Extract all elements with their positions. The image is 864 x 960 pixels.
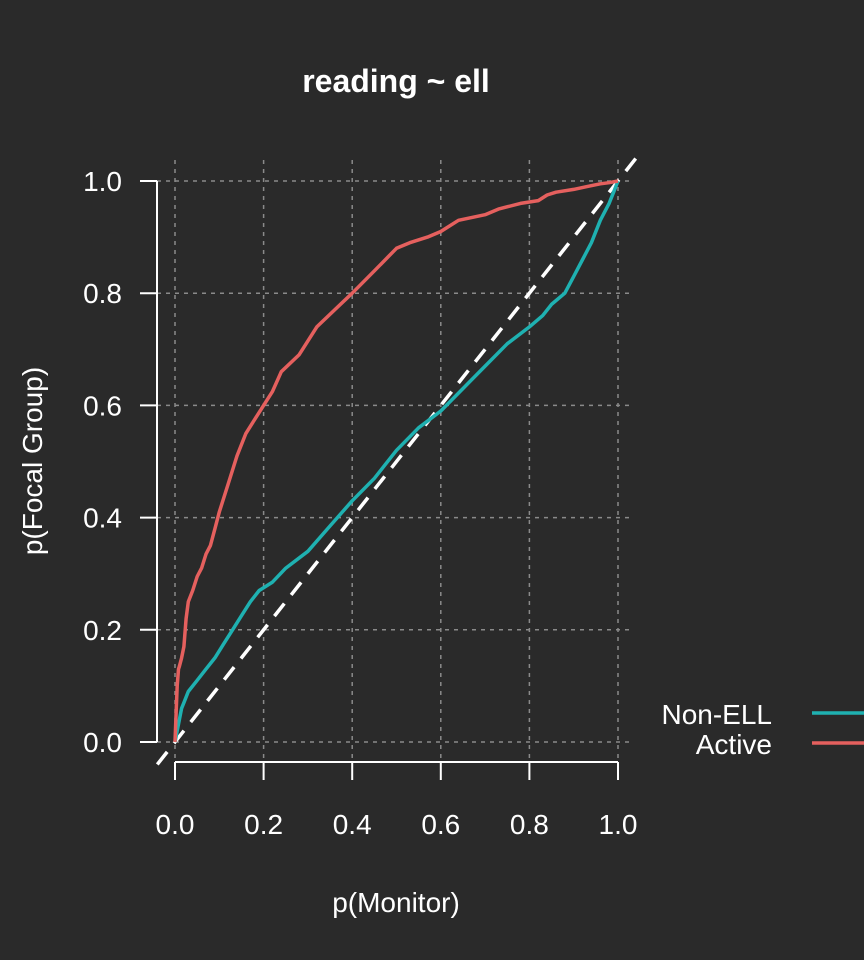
- x-tick-label: 1.0: [599, 809, 638, 840]
- x-axis-label: p(Monitor): [332, 887, 460, 918]
- reference-line: [155, 157, 638, 766]
- y-tick-label: 0.0: [83, 727, 122, 758]
- axes: 0.0 0.2 0.4 0.6 0.8 1.0 0.0 0.2 0.4 0.6 0.8 1.0: [83, 166, 637, 840]
- x-tick-label: 0.6: [421, 809, 460, 840]
- y-tick-label: 1.0: [83, 166, 122, 197]
- legend-label: Non-ELL: [661, 699, 772, 730]
- legend-label: Active: [696, 729, 772, 760]
- y-tick-label: 0.6: [83, 390, 122, 421]
- x-tick-label: 0.4: [333, 809, 372, 840]
- chart-title: reading ~ ell: [302, 63, 490, 99]
- y-tick-label: 0.4: [83, 503, 122, 534]
- x-tick-label: 0.2: [244, 809, 283, 840]
- y-tick-label: 0.2: [83, 615, 122, 646]
- y-tick-label: 0.8: [83, 278, 122, 309]
- grid: [157, 160, 632, 762]
- series-line-non-ell: [173, 180, 620, 743]
- y-axis-label: p(Focal Group): [17, 367, 48, 555]
- x-tick-label: 0.0: [156, 809, 195, 840]
- x-tick-label: 0.8: [510, 809, 549, 840]
- series-line-active: [173, 179, 619, 743]
- series-lines: [155, 157, 638, 766]
